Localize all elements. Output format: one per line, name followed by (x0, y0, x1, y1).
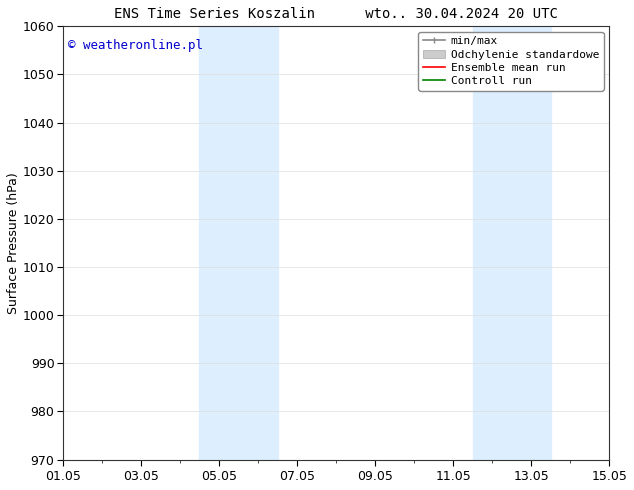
Title: ENS Time Series Koszalin      wto.. 30.04.2024 20 UTC: ENS Time Series Koszalin wto.. 30.04.202… (114, 7, 558, 21)
Bar (200, 26, 278, 460)
Text: © weatheronline.pl: © weatheronline.pl (68, 39, 204, 52)
Legend: min/max, Odchylenie standardowe, Ensemble mean run, Controll run: min/max, Odchylenie standardowe, Ensembl… (418, 32, 604, 91)
Bar (472, 26, 550, 460)
Y-axis label: Surface Pressure (hPa): Surface Pressure (hPa) (7, 172, 20, 314)
